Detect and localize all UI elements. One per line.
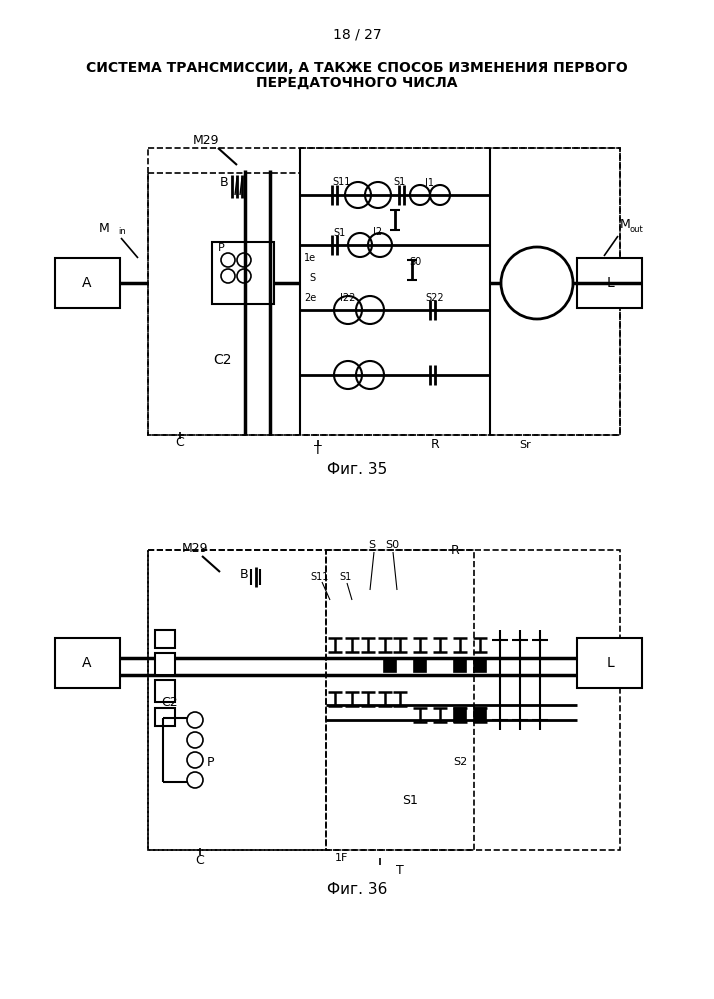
Bar — [326, 550, 474, 850]
Text: S1: S1 — [334, 228, 346, 238]
Text: P: P — [218, 243, 225, 253]
Text: S2: S2 — [453, 757, 467, 767]
Text: S: S — [309, 273, 315, 283]
Text: S0: S0 — [410, 257, 422, 267]
Text: Sr: Sr — [519, 440, 531, 450]
Bar — [474, 708, 486, 722]
Bar — [155, 680, 175, 702]
Bar — [55, 638, 120, 688]
Text: S1: S1 — [340, 572, 352, 582]
Text: L: L — [606, 656, 614, 670]
Text: S11: S11 — [311, 572, 329, 582]
Bar — [155, 653, 175, 675]
Text: M29: M29 — [182, 541, 208, 554]
Text: A: A — [82, 656, 92, 670]
Text: 2e: 2e — [304, 293, 316, 303]
Text: A: A — [82, 276, 92, 290]
Text: I22: I22 — [341, 293, 356, 303]
Text: T: T — [396, 863, 404, 876]
Text: C: C — [196, 853, 204, 866]
Bar — [148, 550, 326, 850]
Text: Фиг. 36: Фиг. 36 — [327, 882, 387, 897]
Text: S1: S1 — [394, 177, 406, 187]
Bar — [414, 658, 426, 672]
Text: P: P — [206, 756, 213, 769]
Bar — [155, 630, 175, 648]
Text: out: out — [630, 225, 644, 234]
Bar — [577, 258, 642, 308]
Bar — [454, 708, 466, 722]
Text: L: L — [606, 276, 614, 290]
Text: B: B — [239, 567, 248, 580]
Text: M: M — [99, 222, 110, 235]
Text: 1F: 1F — [336, 853, 348, 863]
Bar — [474, 658, 486, 672]
Text: T: T — [314, 444, 322, 457]
Text: S0: S0 — [385, 540, 399, 550]
Text: C2: C2 — [213, 353, 231, 367]
Bar — [55, 258, 120, 308]
Text: I2: I2 — [373, 227, 383, 237]
Text: S1: S1 — [402, 793, 418, 806]
Bar — [155, 708, 175, 726]
Bar — [384, 658, 396, 672]
Bar — [577, 638, 642, 688]
Text: I1: I1 — [426, 178, 435, 188]
Text: C2: C2 — [161, 696, 178, 709]
Text: 18 / 27: 18 / 27 — [333, 28, 381, 42]
Text: ПЕРЕДАТОЧНОГО ЧИСЛА: ПЕРЕДАТОЧНОГО ЧИСЛА — [256, 76, 458, 90]
Text: S: S — [368, 540, 376, 550]
Text: M29: M29 — [193, 134, 219, 147]
Text: B: B — [219, 177, 228, 190]
Text: M: M — [620, 219, 630, 232]
Bar — [212, 242, 274, 304]
Bar — [454, 658, 466, 672]
Text: Фиг. 35: Фиг. 35 — [327, 463, 387, 478]
Text: 1e: 1e — [304, 253, 316, 263]
Text: R: R — [451, 543, 459, 556]
Text: R: R — [431, 439, 439, 452]
Bar — [148, 550, 620, 850]
Text: СИСТЕМА ТРАНСМИССИИ, А ТАКЖЕ СПОСОБ ИЗМЕНЕНИЯ ПЕРВОГО: СИСТЕМА ТРАНСМИССИИ, А ТАКЖЕ СПОСОБ ИЗМЕ… — [86, 61, 628, 75]
Text: in: in — [118, 228, 126, 237]
Bar — [148, 148, 620, 435]
Text: S22: S22 — [426, 293, 444, 303]
Bar — [300, 148, 620, 435]
Bar — [148, 173, 300, 435]
Text: S11: S11 — [333, 177, 351, 187]
Text: C: C — [176, 437, 184, 450]
